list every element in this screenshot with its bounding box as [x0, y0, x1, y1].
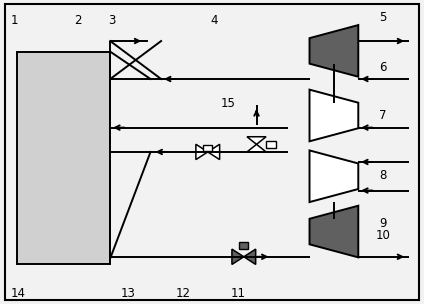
Polygon shape [247, 144, 266, 152]
Text: 5: 5 [379, 11, 387, 24]
Polygon shape [310, 206, 358, 257]
Text: 8: 8 [379, 169, 387, 182]
Text: 15: 15 [220, 97, 235, 110]
Polygon shape [310, 150, 358, 202]
Polygon shape [232, 249, 244, 264]
Text: 1: 1 [11, 14, 18, 27]
Polygon shape [310, 25, 358, 77]
Text: 3: 3 [108, 14, 115, 27]
Polygon shape [196, 144, 208, 160]
Bar [17, 52, 110, 264]
Bar [239, 242, 248, 249]
Bar [203, 145, 212, 151]
Bar [266, 140, 276, 148]
Polygon shape [244, 249, 256, 264]
Text: 2: 2 [74, 14, 82, 27]
Text: 6: 6 [379, 61, 387, 74]
Text: 13: 13 [121, 287, 136, 300]
Text: 11: 11 [231, 287, 246, 300]
Polygon shape [247, 137, 266, 144]
Text: 4: 4 [210, 14, 218, 27]
Text: 14: 14 [11, 287, 25, 300]
Text: 10: 10 [375, 230, 390, 242]
Text: 7: 7 [379, 109, 387, 123]
Text: 12: 12 [176, 287, 191, 300]
Polygon shape [208, 144, 220, 160]
Polygon shape [310, 90, 358, 141]
Text: 9: 9 [379, 217, 387, 230]
